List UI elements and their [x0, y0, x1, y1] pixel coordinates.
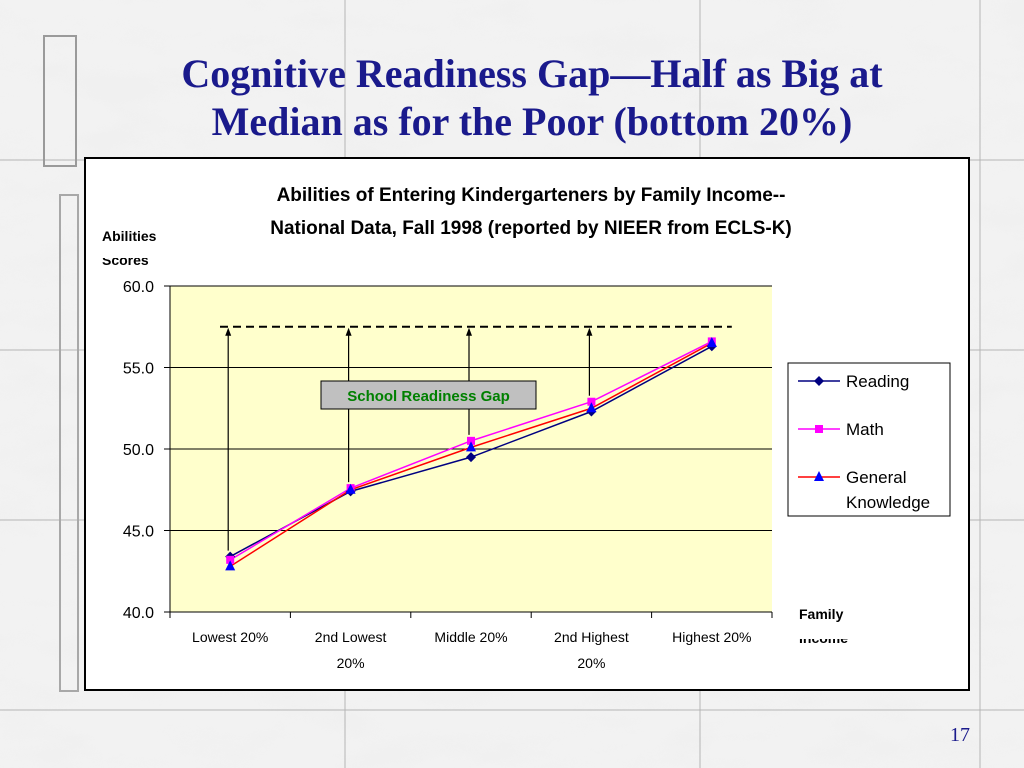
data-point [706, 337, 717, 348]
y-tick-label: 60.0 [123, 279, 154, 296]
annotation-label: School Readiness Gap [347, 388, 510, 405]
y-tick-label: 55.0 [123, 361, 154, 378]
x-tick-label: Lowest 20% [192, 629, 268, 645]
legend-swatch-marker [814, 471, 824, 481]
chart-title-line-1: Abilities of Entering Kindergarteners by… [277, 185, 786, 206]
slide-title-line-2: Median as for the Poor (bottom 20%) [211, 99, 853, 144]
x-tick-label: 20% [577, 655, 605, 671]
page-number: 17 [950, 724, 970, 746]
chart-frame: Abilities of Entering Kindergarteners by… [84, 157, 970, 691]
legend-label: Math [846, 420, 884, 439]
line-chart: Abilities of Entering Kindergarteners by… [96, 185, 956, 671]
y-axis-label-line-1: Abilities [102, 228, 157, 244]
data-point [466, 441, 476, 452]
x-tick-label: 2nd Lowest [315, 629, 387, 645]
label-mask [96, 252, 256, 258]
x-tick-label: Highest 20% [672, 629, 751, 645]
legend-swatch-marker [814, 376, 824, 386]
gap-arrowhead [586, 327, 593, 336]
slide-title: Cognitive Readiness Gap—Half as Big at M… [0, 50, 1024, 146]
x-axis-label-line-1: Family [799, 606, 844, 622]
legend-swatch-marker [815, 425, 823, 433]
data-point [225, 560, 236, 571]
legend-label: Reading [846, 372, 909, 391]
annotation-box [320, 380, 537, 410]
data-point [467, 436, 475, 445]
data-point [226, 555, 235, 564]
gap-arrowhead [466, 327, 472, 336]
x-tick-label: 20% [337, 655, 365, 671]
data-point [466, 452, 476, 463]
legend-label: Knowledge [846, 493, 930, 512]
legend [787, 362, 951, 517]
slide-title-line-1: Cognitive Readiness Gap—Half as Big at [181, 51, 883, 96]
gap-arrowhead [345, 327, 352, 336]
y-tick-label: 50.0 [123, 442, 154, 459]
y-tick-label: 45.0 [123, 524, 154, 541]
chart-title-line-2: National Data, Fall 1998 (reported by NI… [270, 218, 792, 239]
gap-arrowhead [225, 327, 232, 336]
label-mask [786, 633, 956, 639]
data-point [586, 402, 597, 413]
x-tick-label: 2nd Highest [554, 629, 629, 645]
data-point [587, 397, 596, 406]
y-tick-label: 40.0 [123, 605, 154, 622]
x-tick-label: Middle 20% [434, 629, 507, 645]
data-point [345, 483, 356, 494]
legend-label: General [846, 468, 906, 487]
